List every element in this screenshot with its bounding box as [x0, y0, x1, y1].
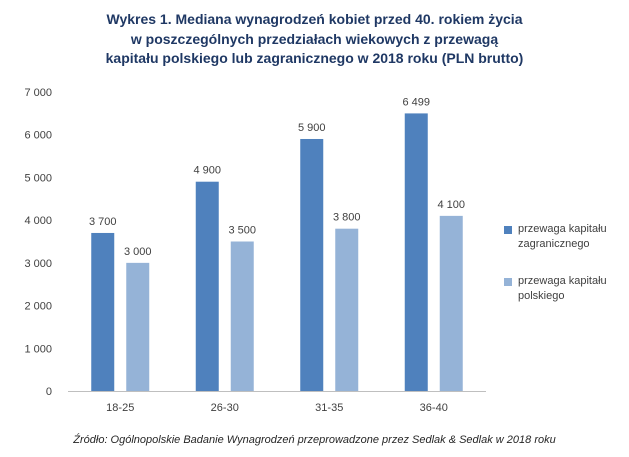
y-tick-label: 1 000: [24, 343, 52, 355]
legend-label-foreign: przewaga kapitału zagranicznego: [518, 222, 607, 252]
x-tick-label: 18-25: [106, 402, 134, 414]
y-tick-label: 7 000: [24, 87, 52, 99]
y-tick-label: 0: [46, 386, 52, 398]
x-tick-label: 31-35: [315, 402, 343, 414]
y-tick-label: 5 000: [24, 172, 52, 184]
legend-label-polish: przewaga kapitału polskiego: [518, 274, 607, 304]
bar: [300, 138, 324, 391]
legend-item-foreign: przewaga kapitału zagranicznego: [504, 222, 624, 252]
legend-label-foreign-line-2: zagranicznego: [518, 238, 590, 250]
data-label: 3 700: [89, 216, 117, 228]
bar: [230, 241, 254, 391]
data-label: 3 500: [228, 225, 256, 237]
legend-label-polish-line-2: polskiego: [518, 290, 565, 302]
chart-title-line-1: Wykres 1. Mediana wynagrodzeń kobiet prz…: [106, 11, 523, 27]
chart-legend: przewaga kapitału zagranicznego przewaga…: [504, 222, 624, 326]
y-tick-label: 2 000: [24, 301, 52, 313]
y-tick-label: 6 000: [24, 130, 52, 142]
bar: [439, 215, 463, 391]
bar: [404, 113, 428, 392]
data-label: 6 499: [402, 96, 430, 108]
bar: [195, 181, 219, 391]
data-label: 5 900: [298, 122, 326, 134]
source-note: Źródło: Ogólnopolskie Badanie Wynagrodze…: [73, 434, 556, 446]
legend-swatch-foreign: [504, 226, 512, 234]
data-label: 3 000: [124, 246, 152, 258]
chart-title: Wykres 1. Mediana wynagrodzeń kobiet prz…: [0, 10, 629, 69]
y-tick-label: 4 000: [24, 215, 52, 227]
legend-item-polish: przewaga kapitału polskiego: [504, 274, 624, 304]
legend-label-foreign-line-1: przewaga kapitału: [518, 223, 607, 235]
bar: [91, 232, 115, 391]
data-label: 4 100: [437, 199, 465, 211]
data-label: 3 800: [333, 212, 361, 224]
legend-label-polish-line-1: przewaga kapitału: [518, 275, 607, 287]
data-label: 4 900: [193, 165, 221, 177]
chart-title-line-3: kapitału polskiego lub zagranicznego w 2…: [105, 50, 524, 66]
bar: [335, 228, 359, 391]
legend-swatch-polish: [504, 278, 512, 286]
y-tick-label: 3 000: [24, 258, 52, 270]
chart-title-line-2: w poszczególnych przedziałach wiekowych …: [130, 30, 499, 47]
x-tick-label: 26-30: [211, 402, 239, 414]
x-tick-label: 36-40: [420, 402, 448, 414]
bar: [126, 262, 150, 391]
